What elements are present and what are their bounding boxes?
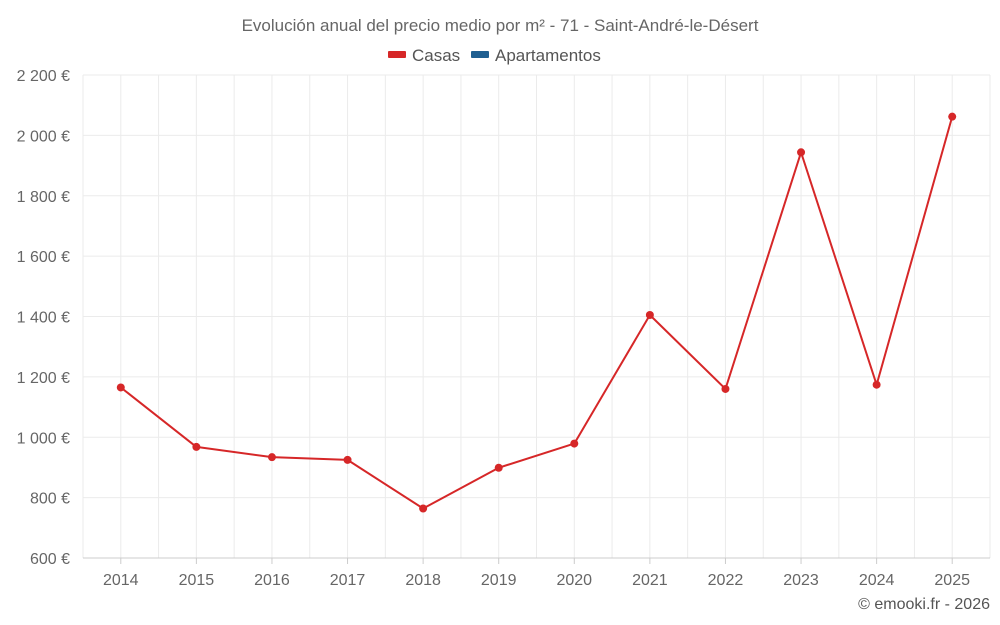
data-point-casas[interactable]	[116, 383, 125, 392]
data-point-casas[interactable]	[645, 310, 654, 319]
data-point-casas[interactable]	[419, 504, 428, 513]
x-tick-label: 2014	[103, 572, 139, 589]
y-tick-label: 1 200 €	[17, 370, 70, 387]
y-tick-label: 2 000 €	[17, 128, 70, 145]
x-tick-label: 2023	[783, 572, 819, 589]
series-line-casas	[120, 116, 954, 510]
x-tick-label: 2015	[179, 572, 215, 589]
chart-title: Evolución anual del precio medio por m² …	[242, 16, 759, 35]
data-point-casas[interactable]	[721, 384, 730, 393]
x-tick-label: 2024	[859, 572, 895, 589]
legend: Casas Apartamentos	[388, 46, 601, 65]
x-tick-label: 2022	[708, 572, 744, 589]
credit-text: © emooki.fr - 2026	[858, 596, 990, 613]
x-tick-label: 2018	[405, 572, 441, 589]
data-point-casas[interactable]	[343, 455, 352, 464]
data-point-casas[interactable]	[797, 148, 806, 157]
x-tick-label: 2020	[556, 572, 592, 589]
data-point-casas[interactable]	[192, 442, 201, 451]
legend-label-apartamentos[interactable]: Apartamentos	[495, 46, 601, 65]
y-tick-label: 1 800 €	[17, 189, 70, 206]
data-point-casas[interactable]	[948, 112, 957, 121]
legend-label-casas[interactable]: Casas	[412, 46, 460, 65]
y-tick-label: 800 €	[30, 491, 70, 508]
legend-swatch-apartamentos	[471, 51, 489, 58]
x-tick-label: 2025	[934, 572, 970, 589]
x-tick-label: 2016	[254, 572, 290, 589]
y-tick-label: 1 600 €	[17, 249, 70, 266]
y-tick-label: 2 200 €	[17, 68, 70, 85]
x-tick-label: 2021	[632, 572, 668, 589]
series-casas	[116, 112, 957, 513]
y-tick-label: 600 €	[30, 551, 70, 568]
y-axis-ticks: 600 € 800 € 1 000 € 1 200 € 1 400 € 1 600 € 1 …	[17, 68, 70, 568]
x-axis-ticks: 2014 2015 2016 2017 2018 2019 2020 2021 2022 2023…	[103, 558, 970, 589]
data-point-casas[interactable]	[570, 439, 579, 448]
data-point-casas[interactable]	[267, 453, 276, 462]
data-point-casas[interactable]	[872, 380, 881, 389]
x-tick-label: 2019	[481, 572, 517, 589]
grid	[82, 74, 991, 558]
legend-swatch-casas	[388, 51, 406, 58]
y-tick-label: 1 400 €	[17, 310, 70, 327]
data-point-casas[interactable]	[494, 463, 503, 472]
x-tick-label: 2017	[330, 572, 366, 589]
y-tick-label: 1 000 €	[17, 430, 70, 447]
